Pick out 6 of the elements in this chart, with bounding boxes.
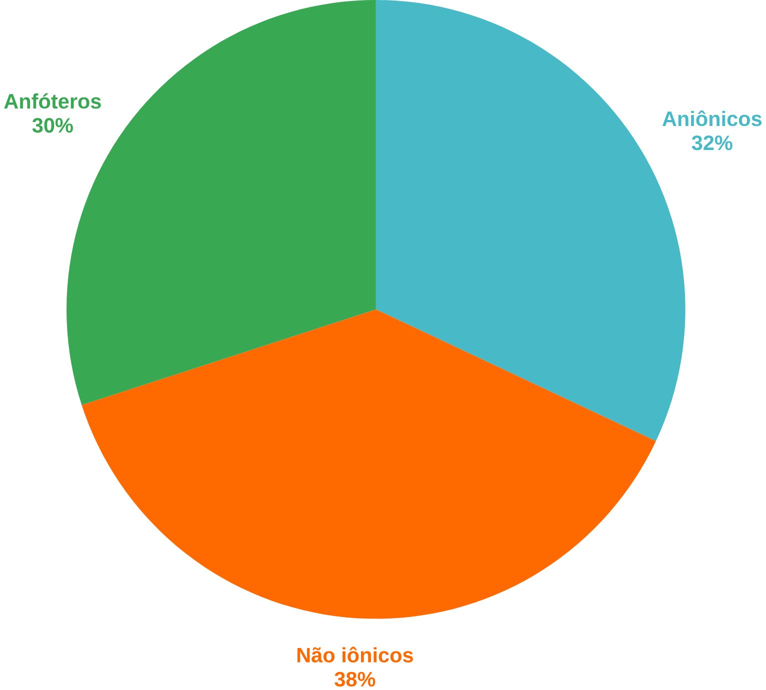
slice-label: Aniônicos [662, 110, 762, 126]
slice-label: Anfóteros [4, 93, 101, 109]
data-label: 30% [32, 118, 73, 133]
data-label: 38% [334, 672, 376, 686]
slice-label: Não iônicos [297, 646, 413, 662]
data-label: 32% [692, 135, 732, 150]
